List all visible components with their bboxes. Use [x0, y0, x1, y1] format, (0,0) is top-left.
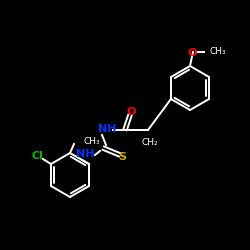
Text: CH₃: CH₃ — [83, 136, 100, 145]
Text: CH₂: CH₂ — [142, 138, 158, 147]
Text: NH: NH — [76, 149, 94, 159]
Text: CH₃: CH₃ — [209, 48, 226, 56]
Text: S: S — [118, 152, 126, 162]
Text: O: O — [187, 48, 197, 58]
Text: O: O — [126, 107, 136, 117]
Text: NH: NH — [98, 124, 116, 134]
Text: Cl: Cl — [31, 151, 43, 161]
